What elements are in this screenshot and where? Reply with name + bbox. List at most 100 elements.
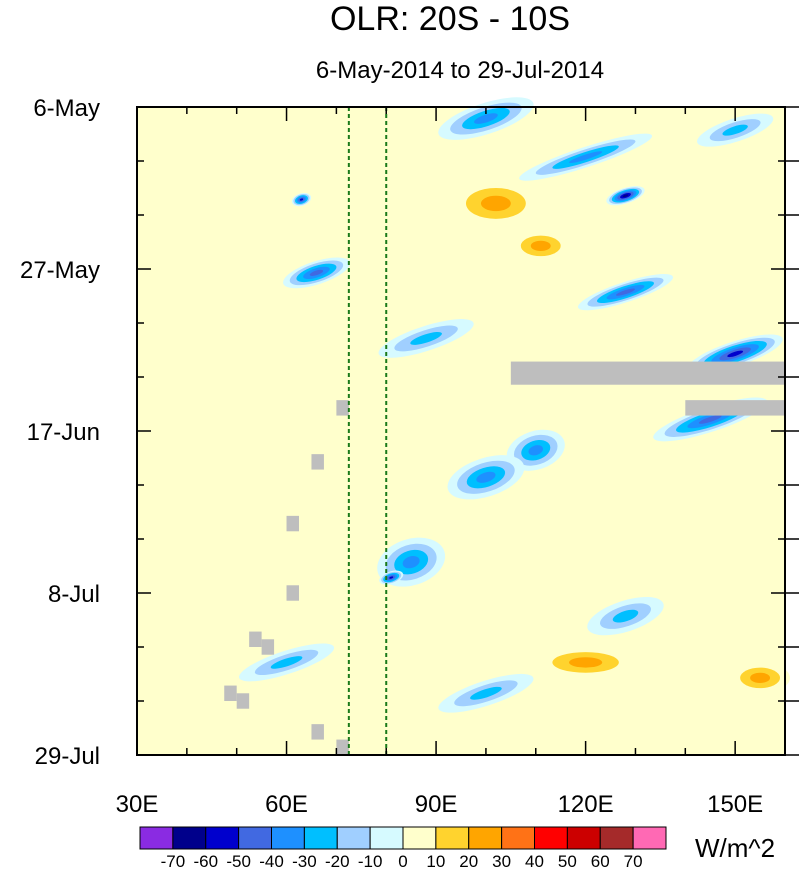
anomaly-feature [291, 192, 312, 207]
anomaly-contour [480, 195, 511, 212]
anomaly-feature [606, 186, 645, 206]
anomaly-feature [451, 180, 541, 227]
x-axis: 30E 60E 90E 120E 150E [116, 107, 786, 818]
anomaly-contour [389, 576, 394, 579]
colorbar-tick-label: 50 [558, 852, 577, 869]
colorbar-swatch [238, 826, 272, 850]
anomaly-contour [569, 151, 603, 164]
anomaly-feature [283, 257, 350, 289]
missing-data-cell [336, 739, 349, 755]
colorbar-swatch [336, 826, 371, 850]
colorbar-swatch [139, 826, 174, 850]
colorbar-swatch [468, 826, 503, 850]
missing-data-cell [286, 585, 299, 601]
anomaly-contour [698, 415, 722, 424]
colorbar-tick-label: 10 [426, 852, 445, 869]
chart-subtitle: 6-May-2014 to 29-Jul-2014 [316, 57, 604, 84]
y-tick-label: 29-Jul [35, 743, 100, 770]
anomaly-feature [438, 673, 534, 713]
y-tick-label: 8-Jul [48, 581, 100, 608]
anomaly-contour [299, 198, 304, 201]
missing-data-cell [510, 361, 785, 385]
colorbar-swatch [369, 826, 404, 850]
anomaly-contour [410, 331, 442, 345]
missing-data-cell [311, 724, 324, 740]
missing-data-cell [249, 631, 262, 647]
anomaly-feature [697, 113, 774, 147]
anomaly-feature [378, 319, 474, 358]
colorbar-tick-label: 40 [525, 852, 544, 869]
colorbar-swatch [271, 826, 305, 850]
anomaly-contour [474, 113, 498, 124]
anomaly-feature [238, 643, 335, 682]
anomaly-feature [379, 570, 404, 585]
reference-lines [347, 107, 388, 755]
anomaly-feature [519, 133, 653, 181]
anomaly-contour [615, 288, 635, 296]
chart-title: OLR: 20S - 10S [330, 0, 570, 38]
colorbar-tick-label: 30 [492, 852, 511, 869]
colorbar-units: W/m^2 [695, 833, 775, 863]
anomaly-feature [506, 429, 565, 471]
x-tick-label: 120E [558, 791, 614, 818]
colorbar-tick-label: 0 [398, 852, 407, 869]
missing-data-cell [311, 454, 324, 470]
missing-data-cell [685, 400, 785, 416]
anomaly-contour [722, 124, 748, 136]
colorbar-tick-label: 70 [624, 852, 643, 869]
y-tick-label: 27-May [20, 257, 100, 284]
anomaly-contour [727, 350, 744, 358]
plot-area [136, 97, 790, 756]
colorbar-tick-label: -20 [325, 852, 350, 869]
anomaly-feature [730, 662, 790, 694]
anomaly-contour [476, 471, 496, 483]
y-tick-label: 17-Jun [27, 419, 100, 446]
colorbar-swatch [599, 826, 634, 850]
colorbar-tick-label: 20 [459, 852, 478, 869]
colorbar-swatch [402, 826, 437, 850]
anomaly-feature [535, 647, 636, 678]
missing-data-cell [224, 685, 237, 701]
anomaly-contour [270, 656, 303, 669]
colorbar-swatch [534, 826, 568, 850]
anomaly-contour [622, 194, 629, 198]
anomaly-contour [309, 269, 324, 276]
colorbar-tick-label: -50 [226, 852, 251, 869]
anomaly-contour [612, 609, 639, 623]
x-tick-label: 150E [707, 791, 763, 818]
y-tick-label: 6-May [33, 95, 100, 122]
anomaly-features [238, 97, 790, 713]
colorbar-swatch [303, 826, 338, 850]
colorbar-swatch [172, 826, 207, 850]
missing-data-cell [336, 400, 349, 416]
x-tick-label: 90E [415, 791, 458, 818]
missing-data-cell [286, 515, 299, 532]
anomaly-contour [569, 657, 603, 668]
anomaly-feature [587, 596, 664, 636]
anomaly-feature [447, 455, 525, 500]
colorbar-tick-label: -70 [161, 852, 186, 869]
anomaly-contour [750, 672, 771, 683]
colorbar-swatch [632, 826, 667, 850]
colorbar-tick-label: -40 [259, 852, 284, 869]
anomaly-contour [530, 240, 551, 252]
missing-data-cell [261, 639, 275, 655]
anomaly-feature [577, 274, 674, 311]
colorbar-tick-label: -60 [193, 852, 218, 869]
y-axis: 6-May 27-May 17-Jun 8-Jul 29-Jul [20, 95, 799, 770]
x-tick-label: 30E [116, 791, 159, 818]
colorbar: -70 -60 -50 -40 -30 -20 -10 0 10 20 30 40 50 60 70 [139, 826, 667, 869]
colorbar-swatch [501, 826, 535, 850]
colorbar-swatch [435, 826, 470, 850]
colorbar-swatch [566, 826, 601, 850]
anomaly-contour [470, 686, 502, 700]
missing-data-cell [236, 693, 250, 709]
anomaly-feature [510, 230, 571, 262]
anomaly-contour [402, 556, 420, 569]
colorbar-tick-label: -10 [358, 852, 383, 869]
colorbar-tick-label: 60 [591, 852, 610, 869]
colorbar-tick-label: -30 [292, 852, 317, 869]
x-tick-label: 60E [265, 791, 308, 818]
missing-data-regions [224, 361, 785, 755]
